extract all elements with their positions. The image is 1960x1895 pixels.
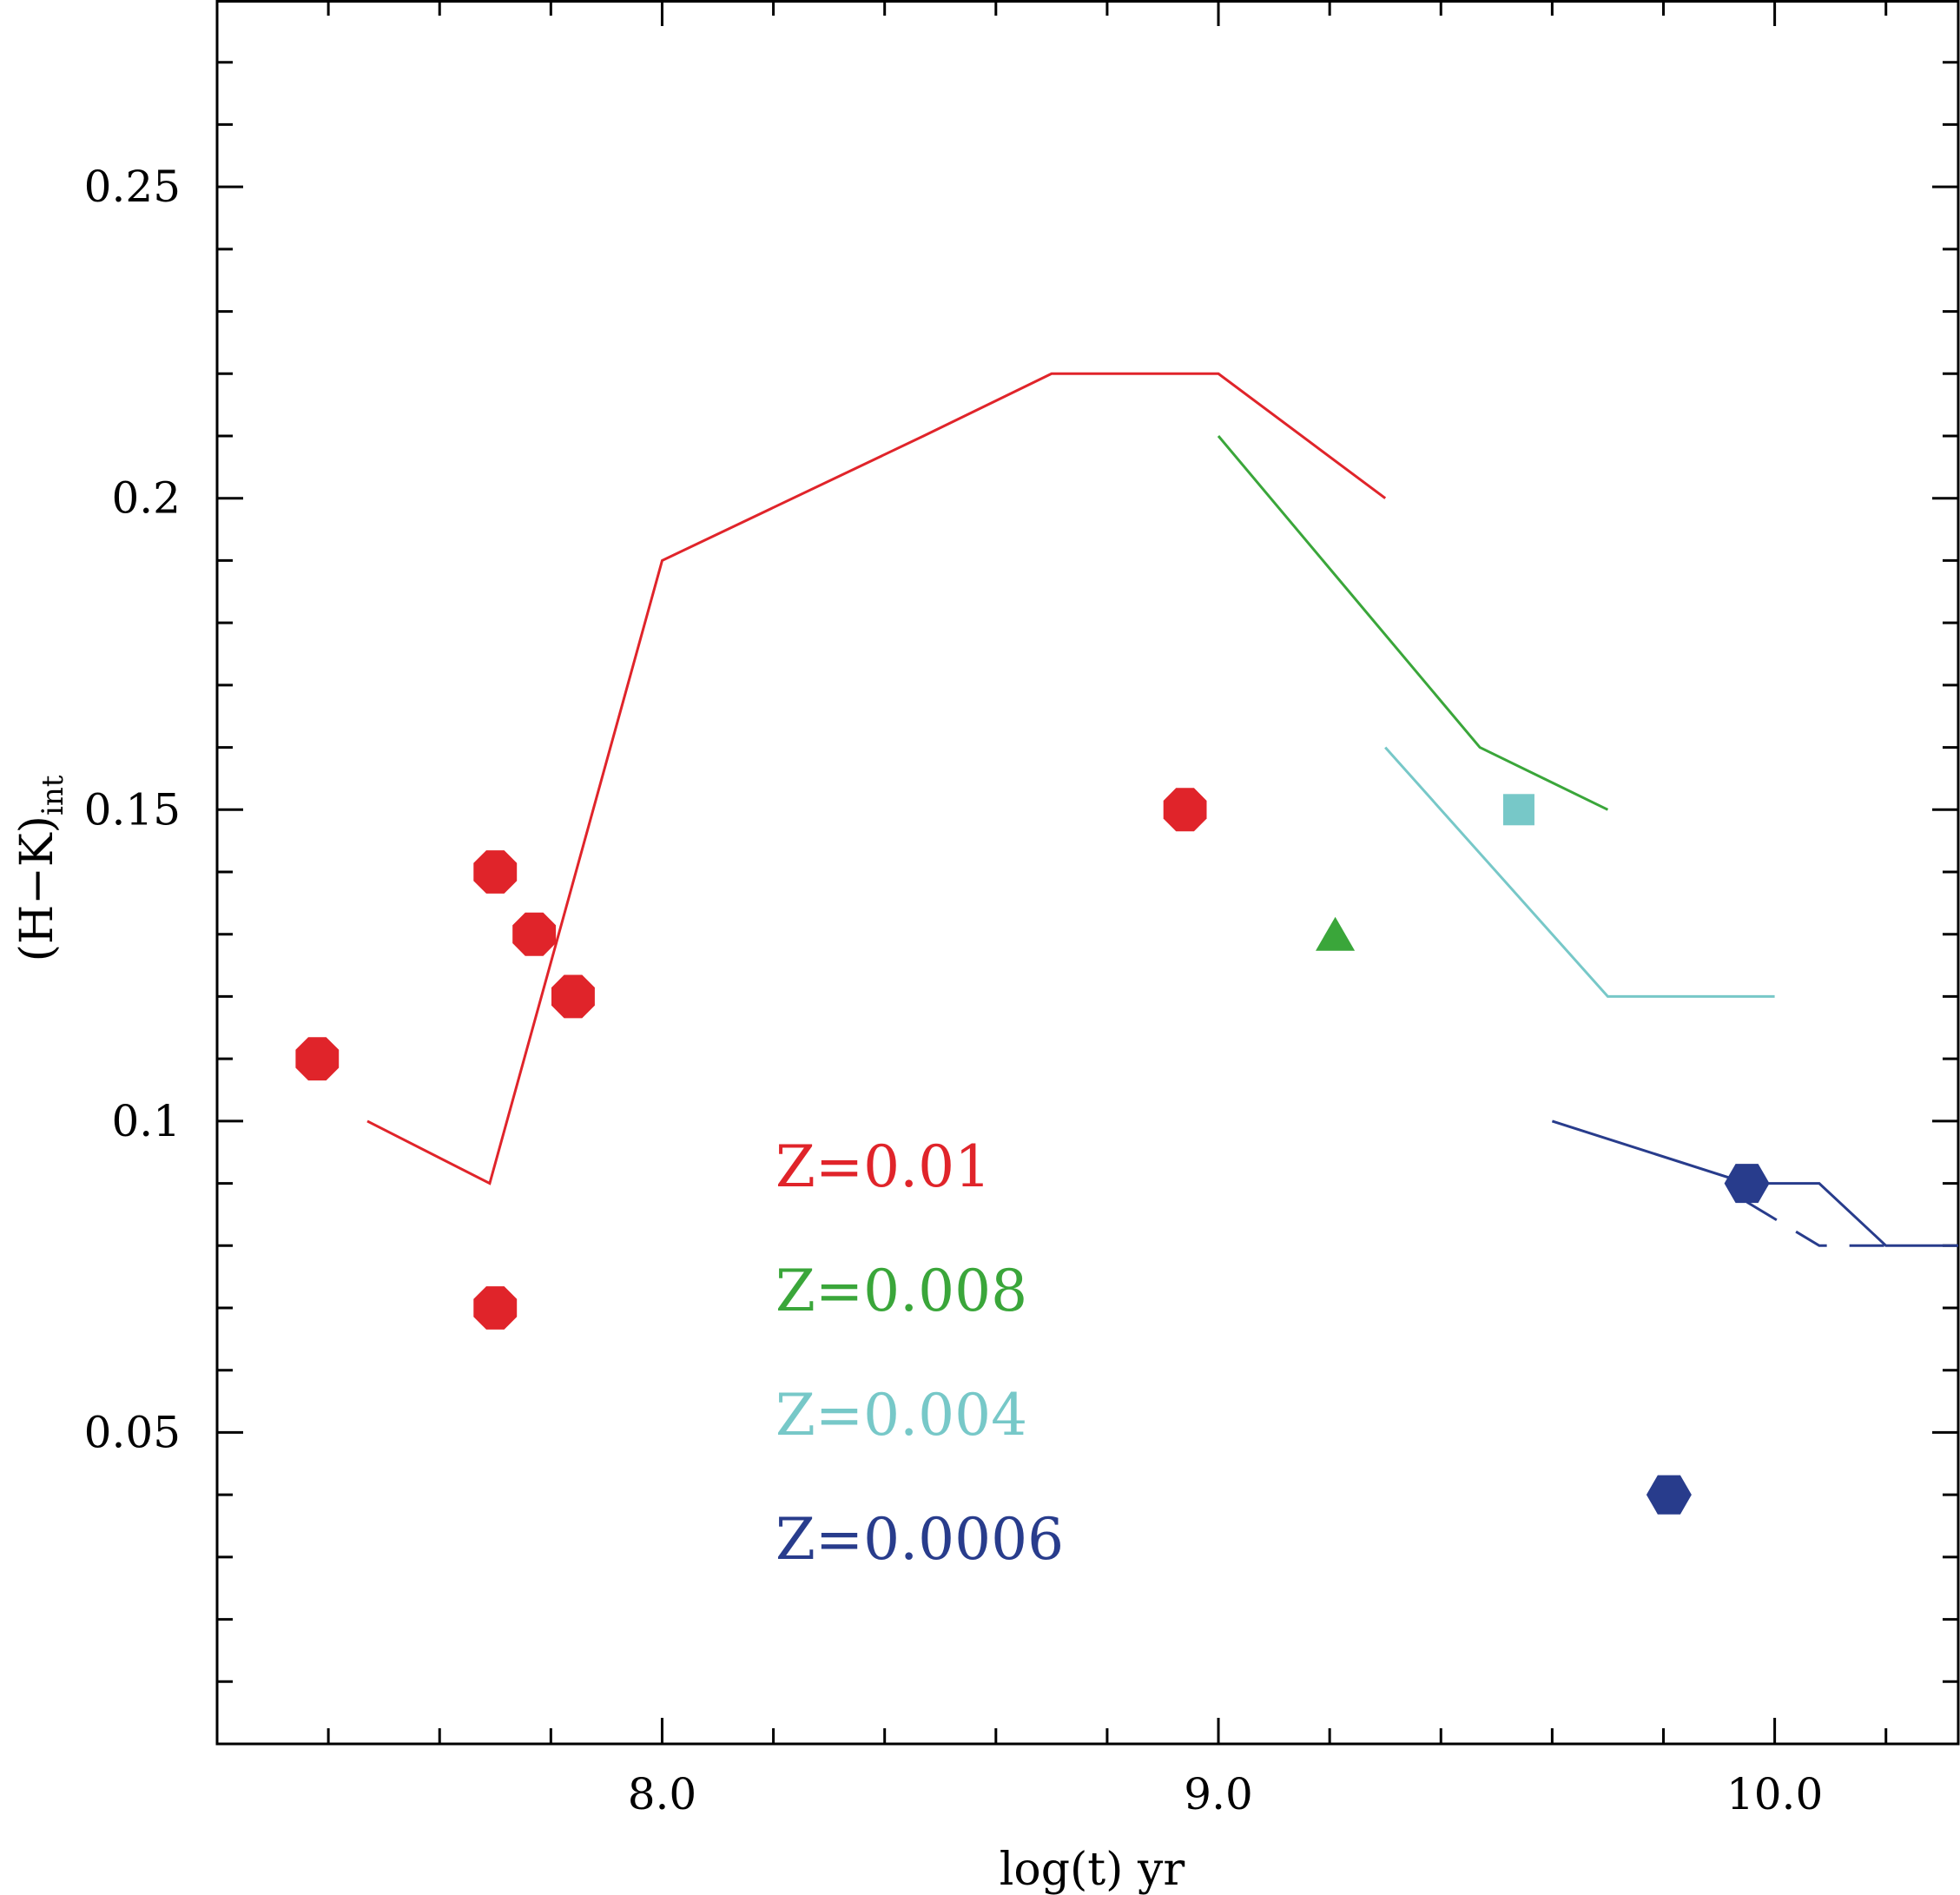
legend: Z=0.01 Z=0.008 Z=0.004 Z=0.0006 [775,1133,1064,1573]
y-tick-label: 0.15 [84,784,181,835]
data-point [473,1286,518,1330]
data-point [551,974,595,1019]
y-tick-label: 0.05 [84,1407,181,1457]
data-point [295,1037,340,1081]
model-line-z-0-01 [366,372,1387,1185]
x-tick-label: 9.0 [1184,1769,1253,1819]
data-point [1502,794,1534,826]
data-point [1163,788,1207,832]
y-axis-title-subscript: int [36,775,70,815]
y-axis-title-main: (H−K) [11,815,63,961]
data-point [1316,916,1356,951]
legend-entry: Z=0.0006 [775,1506,1064,1573]
model-line-z-0-008 [1217,435,1609,811]
x-axis-title: log(t) yr [1000,1844,1185,1895]
data-point [512,912,557,956]
axes: 8.0 9.0 10.0 0.05 0.1 0.15 0.2 0.25 log(t) yr (H−… [11,0,1960,1895]
y-axis-title: (H−K)int [11,775,70,961]
model-line-dashed-z-0-0006 [1746,1200,1886,1247]
model-line-z-0-0006 [1551,1119,1958,1247]
data-point [1724,1164,1770,1204]
legend-entry: Z=0.004 [775,1382,1027,1449]
x-tick-label: 10.0 [1726,1769,1823,1819]
legend-entry: Z=0.008 [775,1258,1027,1324]
model-line-z-0-004 [1384,746,1775,998]
y-tick-label: 0.2 [111,473,181,524]
data-point [1646,1475,1692,1515]
y-tick-label: 0.25 [84,162,181,212]
data-point [473,850,518,894]
x-tick-label: 8.0 [628,1769,697,1819]
model-lines [366,372,1958,1247]
data-points [295,788,1770,1515]
y-tick-label: 0.1 [111,1096,181,1146]
legend-entry: Z=0.01 [775,1133,991,1200]
